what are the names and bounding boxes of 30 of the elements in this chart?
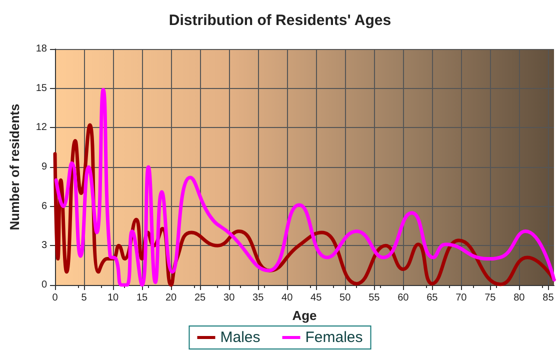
x-tick-label: 80 xyxy=(514,292,526,304)
x-tick-label: 0 xyxy=(52,292,58,304)
x-tick-label: 15 xyxy=(136,292,148,304)
y-tick-label: 0 xyxy=(41,280,48,290)
y-tick-label: 18 xyxy=(36,44,48,54)
x-tick-label: 75 xyxy=(484,292,496,304)
y-tick-label: 15 xyxy=(36,82,48,94)
legend-label: Females xyxy=(305,329,363,346)
x-tick-label: 45 xyxy=(310,292,322,304)
y-tick-label: 9 xyxy=(41,162,48,172)
x-tick-label: 70 xyxy=(456,292,468,304)
y-tick-label: 3 xyxy=(41,240,48,252)
legend-label: Males xyxy=(220,329,260,346)
x-tick-label: 85 xyxy=(542,292,554,304)
y-tick-label: 6 xyxy=(41,200,48,212)
y-axis-title: Number of residents xyxy=(7,104,22,230)
x-tick-label: 30 xyxy=(224,292,236,304)
x-tick-label: 25 xyxy=(194,292,206,304)
x-axis-title: Age xyxy=(292,308,317,323)
chart-title: Distribution of Residents' Ages xyxy=(168,12,392,29)
x-tick-label: 60 xyxy=(398,292,410,304)
x-tick-label: 50 xyxy=(340,292,352,304)
x-tick-label: 10 xyxy=(107,292,120,304)
x-tick-label: 55 xyxy=(368,292,380,304)
x-tick-label: 65 xyxy=(426,292,438,304)
x-tick-label: 40 xyxy=(282,292,294,304)
y-tick-label: 12 xyxy=(36,122,48,134)
x-tick-label: 20 xyxy=(165,292,178,304)
x-tick-label: 35 xyxy=(252,292,264,304)
x-tick-label: 5 xyxy=(81,292,88,304)
